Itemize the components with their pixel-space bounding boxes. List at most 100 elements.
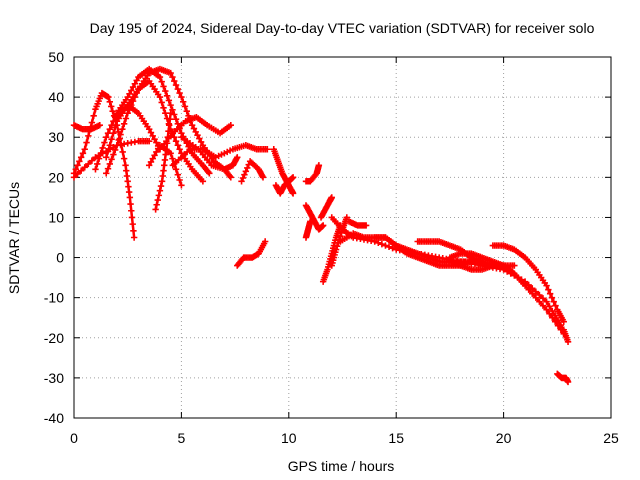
data-point [108, 103, 115, 110]
data-point [74, 162, 81, 169]
data-point [261, 238, 269, 245]
data-point [103, 170, 110, 177]
data-point [543, 306, 550, 313]
data-point [122, 162, 129, 169]
data-point [130, 234, 138, 241]
y-tick-label: 50 [48, 49, 64, 65]
series-arc-30 [453, 258, 514, 273]
data-point [161, 162, 168, 169]
data-point [336, 236, 343, 243]
data-point [119, 148, 126, 156]
series-arc-2 [70, 89, 138, 241]
data-point [174, 142, 182, 149]
data-point [529, 285, 536, 292]
data-point [92, 166, 99, 173]
data-point [104, 148, 112, 155]
y-tick-label: -20 [44, 330, 64, 346]
data-point [133, 77, 140, 84]
grid [74, 57, 611, 418]
data-point [532, 288, 540, 295]
data-point [108, 136, 115, 143]
data-point [171, 111, 178, 118]
data-point [131, 93, 139, 101]
data-point [163, 92, 171, 99]
data-point [166, 121, 173, 129]
chart-title: Day 195 of 2024, Sidereal Day-to-day VTE… [90, 20, 595, 36]
series-arc-22 [328, 214, 572, 345]
data-point [147, 129, 155, 136]
data-point [241, 171, 248, 178]
data-point [165, 128, 172, 135]
data-point [178, 182, 185, 189]
data-point [125, 188, 133, 196]
data-point [105, 93, 112, 101]
data-point [115, 136, 122, 144]
data-point [174, 85, 182, 93]
data-point [169, 106, 176, 114]
data-point [103, 154, 110, 161]
data-point [76, 158, 83, 165]
data-point [551, 318, 559, 325]
series-arc-21 [319, 222, 344, 285]
data-point [319, 222, 327, 229]
data-point [145, 162, 153, 169]
data-point [179, 98, 187, 105]
data-point [72, 166, 79, 173]
data-point [103, 134, 110, 141]
data-point [124, 93, 131, 101]
data-point [131, 80, 139, 87]
data-point [153, 201, 160, 208]
data-point [79, 150, 87, 157]
data-point [161, 156, 169, 164]
data-point [160, 83, 167, 90]
data-point [163, 146, 170, 153]
data-point [549, 314, 556, 321]
data-point [83, 139, 90, 146]
data-point [546, 290, 554, 297]
data-point [92, 154, 99, 161]
data-point [162, 109, 169, 117]
data-point [289, 190, 297, 197]
y-tick-label: -10 [44, 290, 64, 306]
data-point [543, 298, 550, 305]
data-point [86, 126, 94, 133]
data-point [156, 73, 164, 81]
data-point [332, 246, 340, 253]
data-point [172, 81, 180, 89]
data-point [165, 97, 173, 104]
data-point [108, 121, 115, 129]
data-point [104, 165, 112, 172]
data-point [106, 160, 113, 168]
x-tick-label: 15 [388, 430, 404, 446]
data-point [289, 174, 297, 181]
data-point [192, 128, 199, 136]
series-arc-10 [156, 113, 235, 153]
series-arc-19 [302, 218, 314, 241]
data-point [85, 132, 92, 140]
data-point [206, 170, 213, 177]
plot-frame [73, 56, 612, 419]
data-point [552, 302, 559, 309]
data-point [123, 167, 130, 174]
data-point [335, 239, 342, 247]
data-point [94, 160, 101, 168]
data-point [130, 227, 137, 235]
data-point [70, 174, 78, 181]
data-point [128, 87, 135, 94]
data-point [166, 115, 174, 123]
data-point [197, 138, 205, 146]
data-point [389, 244, 396, 252]
data-point [147, 158, 155, 166]
data-point [557, 326, 565, 333]
data-point [152, 206, 159, 213]
data-point [543, 282, 550, 289]
series-arc-13 [238, 158, 267, 185]
data-point [176, 146, 183, 153]
data-point [171, 134, 178, 141]
data-point [550, 298, 557, 305]
data-point [128, 207, 135, 214]
data-point [181, 103, 189, 110]
series-arc-18 [302, 202, 327, 233]
data-point [548, 294, 556, 301]
